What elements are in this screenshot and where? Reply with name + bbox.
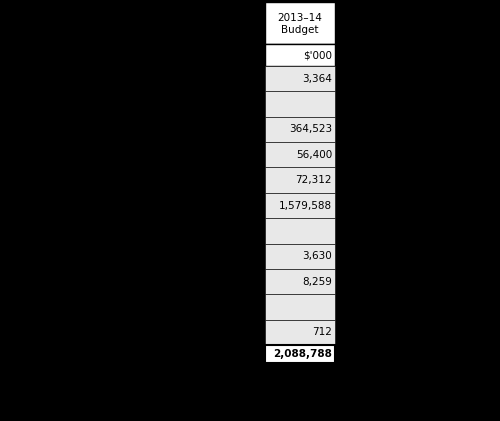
Bar (0, 269, 265, 294)
Text: 3,630: 3,630 (302, 251, 332, 261)
Bar (265, 142, 335, 168)
Bar (0, 193, 265, 218)
Bar (0, 345, 265, 363)
Bar (0, 117, 265, 142)
Bar (265, 2, 335, 44)
Text: 364,523: 364,523 (289, 125, 332, 134)
Bar (0, 66, 265, 91)
Text: 3,364: 3,364 (302, 74, 332, 84)
Text: 2013–14: 2013–14 (278, 13, 322, 23)
Text: Budget: Budget (281, 25, 319, 35)
Bar (265, 168, 335, 193)
Bar (0, 44, 265, 66)
Bar (0, 294, 265, 320)
Bar (0, 91, 265, 117)
Bar (0, 142, 265, 168)
Text: 56,400: 56,400 (296, 150, 332, 160)
Bar (0, 218, 265, 243)
Bar (265, 117, 335, 142)
Bar (0, 320, 265, 345)
Bar (265, 44, 335, 66)
Bar (265, 193, 335, 218)
Bar (0, 2, 265, 44)
Bar (265, 294, 335, 320)
Text: 2,088,788: 2,088,788 (273, 349, 332, 359)
Bar (265, 66, 335, 91)
Text: 8,259: 8,259 (302, 277, 332, 287)
Text: 712: 712 (312, 327, 332, 337)
Bar (265, 218, 335, 243)
Bar (265, 269, 335, 294)
Bar (0, 363, 500, 421)
Bar (265, 320, 335, 345)
Bar (265, 91, 335, 117)
Text: 72,312: 72,312 (296, 175, 332, 185)
Bar (0, 243, 265, 269)
Bar (265, 345, 335, 363)
Bar (265, 243, 335, 269)
Text: 1,579,588: 1,579,588 (279, 200, 332, 210)
Bar (0, 168, 265, 193)
Text: $'000: $'000 (303, 50, 332, 60)
